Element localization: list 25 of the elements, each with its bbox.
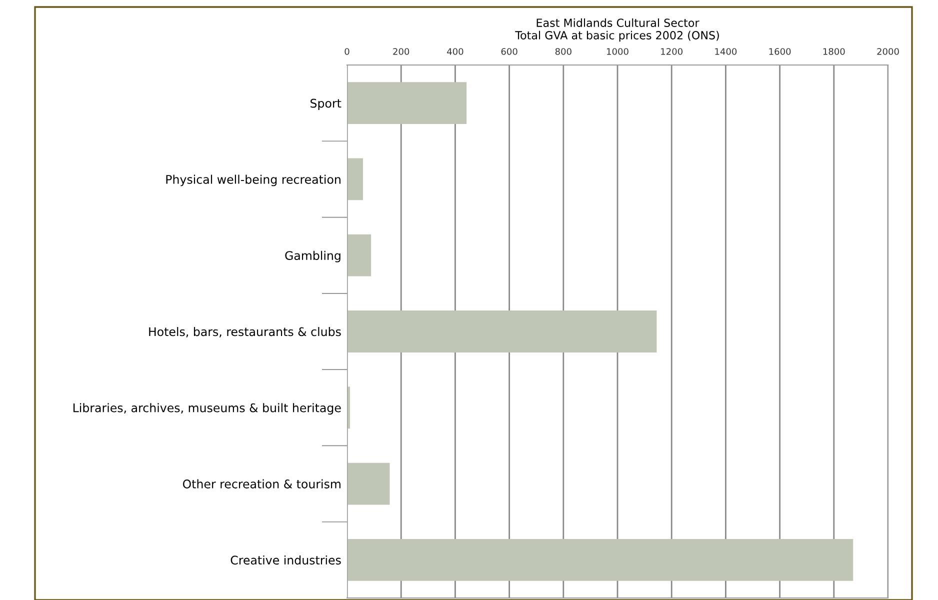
x-tick-label: 1800	[823, 48, 845, 55]
y-tick-label: Libraries, archives, museums & built heritage	[73, 403, 341, 415]
y-tick-label: Physical well-being recreation	[166, 174, 340, 186]
bar	[347, 234, 372, 276]
bar	[347, 310, 657, 352]
bar	[347, 462, 390, 505]
y-tick-label: Creative industries	[230, 555, 341, 565]
x-tick-label: 400	[447, 48, 464, 55]
x-tick-label: 2000	[877, 48, 899, 55]
x-tick-label: 1000	[607, 48, 628, 55]
x-tick-label: 1200	[661, 48, 682, 55]
y-tick-label: Hotels, bars, restaurants & clubs	[149, 327, 341, 338]
x-tick-label: 200	[393, 48, 410, 55]
x-tick-label: 0	[344, 48, 350, 55]
x-tick-label: 800	[555, 48, 572, 55]
y-tick-label: Sport	[310, 98, 342, 110]
y-tick-label: Other recreation & tourism	[182, 479, 340, 488]
chart-title: East Midlands Cultural Sector Total GVA at basic prices 2002 (ONS)	[515, 18, 719, 42]
y-tick-label: Gambling	[285, 250, 340, 262]
bar	[347, 158, 363, 200]
bar	[347, 538, 854, 581]
bar	[347, 82, 467, 124]
x-tick-label: 1400	[715, 48, 737, 55]
x-tick-label: 600	[501, 48, 518, 55]
x-tick-label: 1600	[769, 48, 791, 55]
